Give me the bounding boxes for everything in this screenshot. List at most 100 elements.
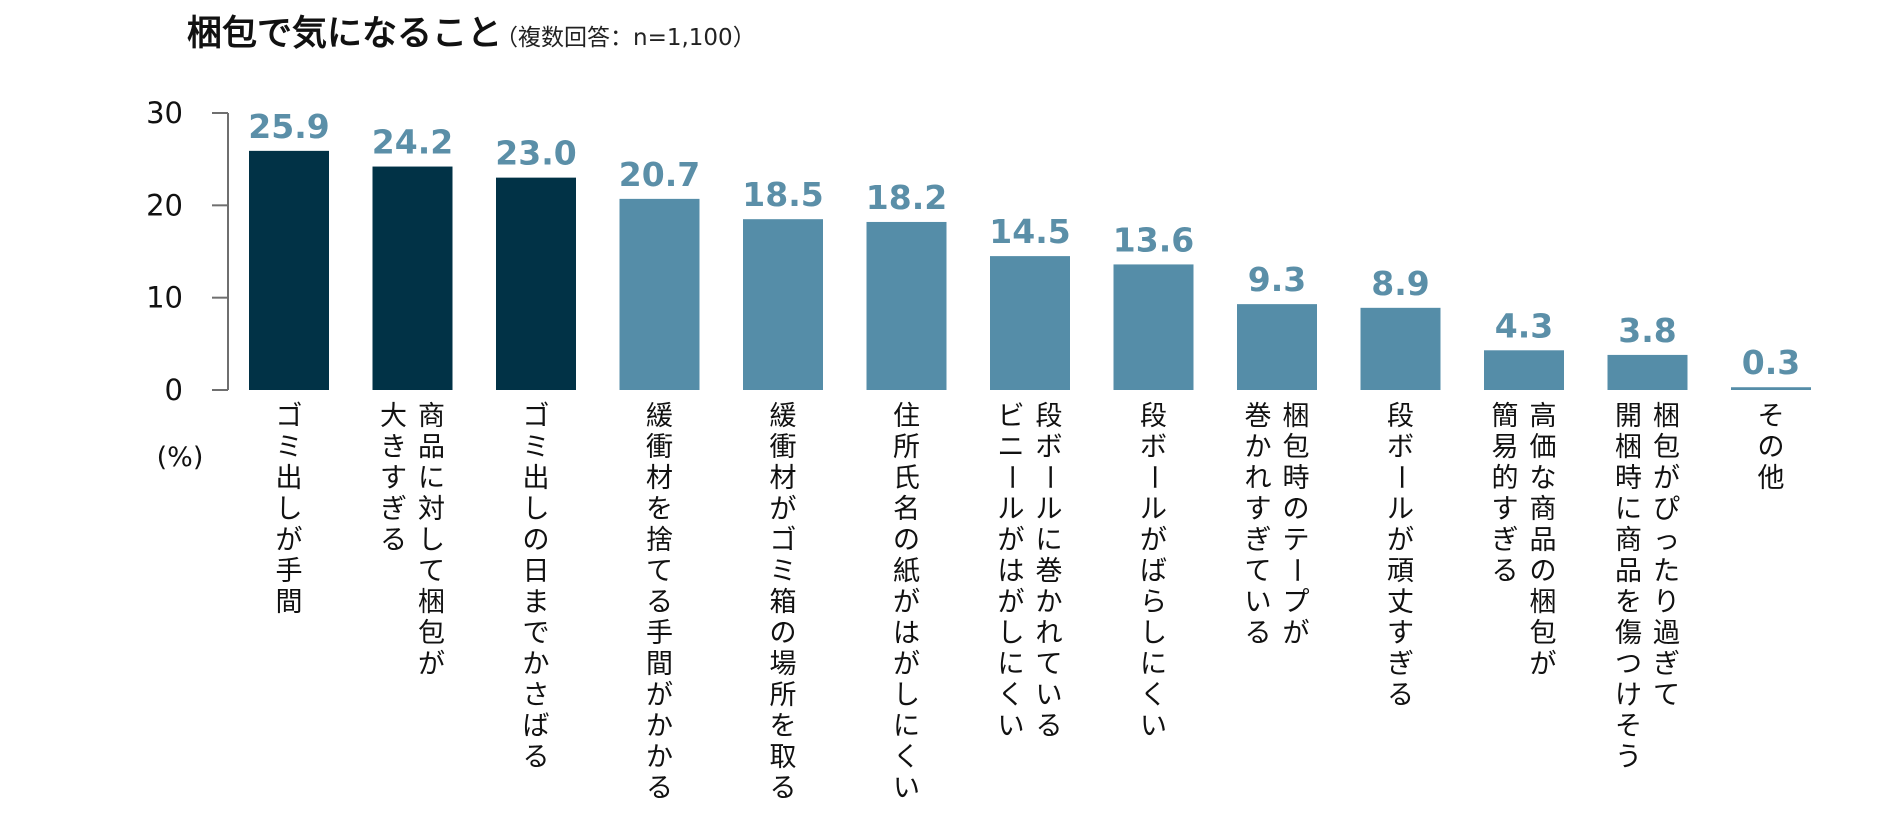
category-label-char: が: [770, 494, 797, 525]
category-label-char: ぎ: [1653, 649, 1680, 680]
category-label-char: 包: [1653, 432, 1680, 463]
category-label-char: そ: [1758, 401, 1785, 432]
category-label-char: き: [380, 432, 407, 463]
category-label-char: 大: [380, 401, 407, 432]
category-label-char: す: [1492, 494, 1519, 525]
category-label-char: ビ: [998, 401, 1025, 432]
category-label-char: 易: [1492, 432, 1519, 463]
category-label-char: 材: [646, 463, 673, 494]
data-label: 25.9: [248, 107, 329, 146]
bar: [496, 177, 576, 390]
category-label-char: 品: [1615, 556, 1642, 587]
y-axis: 0 10 20 30: [146, 96, 229, 407]
category-label-char: 梱: [1530, 587, 1557, 618]
category-label-char: つ: [1615, 649, 1642, 680]
category-label-char: 梱: [1283, 401, 1310, 432]
category-label-char: る: [1387, 680, 1414, 711]
category-label-char: 緩: [646, 401, 673, 432]
category-label-char: れ: [1245, 463, 1272, 494]
category-label-char: 衝: [646, 432, 673, 463]
category-label-char: う: [1615, 742, 1642, 773]
category-label-char: そ: [1615, 711, 1642, 742]
bar: [1731, 387, 1811, 390]
category-label-char: て: [1245, 556, 1272, 587]
category-label-char: し: [276, 494, 303, 525]
category-label-char: ゴ: [770, 525, 797, 556]
category-label-char: て: [646, 556, 673, 587]
category-label-char: 衝: [770, 432, 797, 463]
category-label-char: 梱: [1653, 401, 1680, 432]
category-label-char: 包: [1283, 432, 1310, 463]
category-label-char: ー: [1385, 464, 1416, 491]
category-label-char: 丈: [1387, 587, 1414, 618]
category-label-char: の: [893, 525, 920, 556]
category-label-char: し: [998, 618, 1025, 649]
bar: [1607, 354, 1688, 390]
category-label-char: は: [998, 556, 1025, 587]
category-label-char: が: [1387, 525, 1414, 556]
category-label-char: 梱: [1615, 432, 1642, 463]
category-label-char: 捨: [646, 525, 673, 556]
data-label: 24.2: [372, 123, 453, 162]
chart-title: 梱包で気になること: [187, 14, 502, 54]
category-label-char: り: [1653, 587, 1680, 618]
category-label-char: ボ: [1387, 432, 1414, 463]
category-label-char: 他: [1758, 463, 1785, 494]
y-tick-label: 0: [165, 373, 183, 407]
category-label-char: し: [893, 680, 920, 711]
category-label-char: テ: [1283, 525, 1310, 556]
data-label: 4.3: [1495, 306, 1553, 345]
category-label-char: ル: [1036, 494, 1063, 525]
category-label-char: 所: [770, 680, 797, 711]
category-label-char: が: [893, 649, 920, 680]
category-label-char: に: [1615, 494, 1642, 525]
category-label-char: 段: [1140, 401, 1167, 432]
category-label-char: ボ: [1036, 432, 1063, 463]
category-label-char: ニ: [998, 432, 1025, 463]
category-label-char: ば: [523, 711, 550, 742]
category-label-char: は: [893, 618, 920, 649]
category-label-char: い: [1140, 711, 1167, 742]
category-label-char: に: [998, 649, 1025, 680]
category-label-char: ゴ: [276, 401, 303, 432]
category-label-char: る: [380, 525, 407, 556]
category-label-char: す: [1245, 494, 1272, 525]
category-label-char: た: [1653, 556, 1680, 587]
category-label-char: ぎ: [1492, 525, 1519, 556]
category-label-char: 段: [1036, 401, 1063, 432]
category-label-char: 住: [893, 401, 920, 432]
category-label-char: 出: [276, 463, 303, 494]
category-label-char: が: [418, 649, 445, 680]
chart-subtitle: （複数回答：n=1,100）: [495, 25, 756, 51]
category-label-char: 段: [1387, 401, 1414, 432]
category-label-char: 包: [1530, 618, 1557, 649]
category-label-char: ぎ: [1245, 525, 1272, 556]
category-label-char: 氏: [893, 463, 920, 494]
category-label-char: が: [276, 525, 303, 556]
category-label-char: く: [998, 680, 1025, 711]
category-label-char: な: [1530, 463, 1557, 494]
category-label-char: ー: [1280, 557, 1311, 584]
category-label-char: が: [998, 525, 1025, 556]
category-label-char: 手: [646, 618, 673, 649]
category-label-char: れ: [1036, 618, 1063, 649]
category-label-char: 名: [893, 494, 920, 525]
category-label-char: く: [1140, 680, 1167, 711]
category-label-char: か: [1036, 587, 1063, 618]
category-label-char: ー: [1033, 464, 1064, 491]
bar: [1237, 304, 1317, 390]
category-label-char: 巻: [1036, 556, 1063, 587]
bar: [1360, 307, 1441, 390]
bar: [743, 219, 823, 390]
data-label: 14.5: [989, 212, 1070, 251]
y-axis-unit-label: (%): [157, 442, 204, 473]
category-label-char: 頑: [1387, 556, 1414, 587]
